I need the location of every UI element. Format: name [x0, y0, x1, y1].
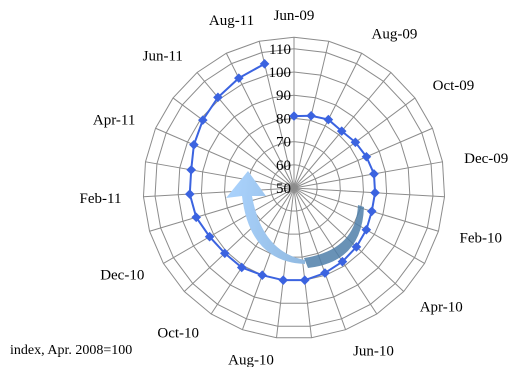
data-point-marker [186, 165, 196, 175]
radial-tick-label: 110 [269, 42, 291, 58]
data-point-marker [369, 169, 379, 179]
radial-tick-labels: 50 60 70 80 90 100 110 [269, 42, 292, 197]
data-point-marker [289, 111, 299, 121]
category-label: Jun-11 [143, 49, 183, 65]
grid-spoke [155, 127, 295, 189]
data-point-marker [184, 189, 195, 199]
grid-ring [177, 71, 411, 304]
series-markers [184, 59, 380, 285]
data-point-marker [189, 140, 199, 150]
radial-tick-label: 60 [276, 158, 291, 174]
data-point-marker [366, 206, 377, 217]
category-labels: Jun-09 Aug-09 Oct-09 Dec-09 Feb-10 Apr-10 Jun-… [80, 8, 509, 367]
radial-tick-label: 90 [276, 88, 291, 104]
category-label: Feb-10 [460, 231, 503, 247]
data-point-marker [370, 187, 380, 198]
radial-tick-label: 70 [276, 135, 291, 151]
data-point-marker [350, 137, 361, 148]
category-label: Dec-10 [100, 267, 144, 283]
category-label: Feb-11 [80, 191, 122, 207]
category-label: Jun-10 [353, 343, 394, 359]
polar-grid [142, 36, 446, 339]
grid-spoke [210, 187, 295, 315]
data-point-marker [361, 151, 372, 162]
grid-spoke [145, 161, 295, 189]
radial-tick-label: 80 [276, 111, 291, 127]
grid-spoke [293, 187, 439, 232]
category-label: Dec-09 [464, 151, 508, 167]
grid-ring [142, 36, 446, 339]
data-point-marker [234, 73, 244, 83]
data-point-marker [198, 115, 208, 125]
grid-spoke [163, 187, 295, 264]
data-point-marker [323, 114, 334, 125]
category-label: Jun-09 [274, 8, 315, 24]
grid-spoke [275, 187, 295, 338]
grid-spoke [293, 187, 445, 198]
data-point-marker [278, 275, 289, 285]
category-label: Apr-11 [93, 113, 135, 129]
data-point-marker [361, 224, 372, 235]
grid-ring [154, 48, 434, 327]
arrow-tail-dark [304, 205, 364, 268]
data-point-marker [259, 59, 270, 69]
direction-arrow [226, 171, 364, 268]
radial-tick-label: 50 [276, 181, 291, 197]
grid-spoke [143, 187, 295, 198]
category-label: Aug-11 [209, 13, 254, 29]
grid-ring [270, 164, 318, 212]
data-point-marker [337, 256, 348, 267]
data-point-marker [236, 262, 247, 273]
chart-footnote: index, Apr. 2008=100 [10, 343, 133, 358]
grid-spoke [183, 187, 295, 292]
data-point-marker [320, 268, 330, 278]
category-label: Aug-09 [372, 27, 418, 43]
radial-tick-label: 100 [269, 65, 292, 81]
grid-spoke [149, 187, 295, 232]
grid-spoke [172, 97, 295, 189]
data-point-marker [299, 275, 310, 285]
data-point-marker [191, 212, 202, 223]
data-point-marker [257, 270, 268, 280]
data-point-marker [306, 110, 316, 121]
grid-spoke [196, 72, 295, 189]
data-point-marker [213, 92, 223, 103]
category-label: Oct-09 [433, 78, 475, 94]
grid-spoke [241, 187, 295, 330]
data-point-marker [204, 231, 215, 242]
data-point-marker [336, 126, 347, 136]
grid-spoke [293, 161, 443, 189]
category-label: Oct-10 [157, 325, 199, 341]
category-label: Apr-10 [420, 300, 463, 316]
data-point-marker [351, 242, 362, 252]
grid-ring [247, 141, 341, 235]
data-point-marker [220, 248, 230, 259]
arrow-body [226, 171, 305, 264]
category-label: Aug-10 [228, 353, 274, 367]
